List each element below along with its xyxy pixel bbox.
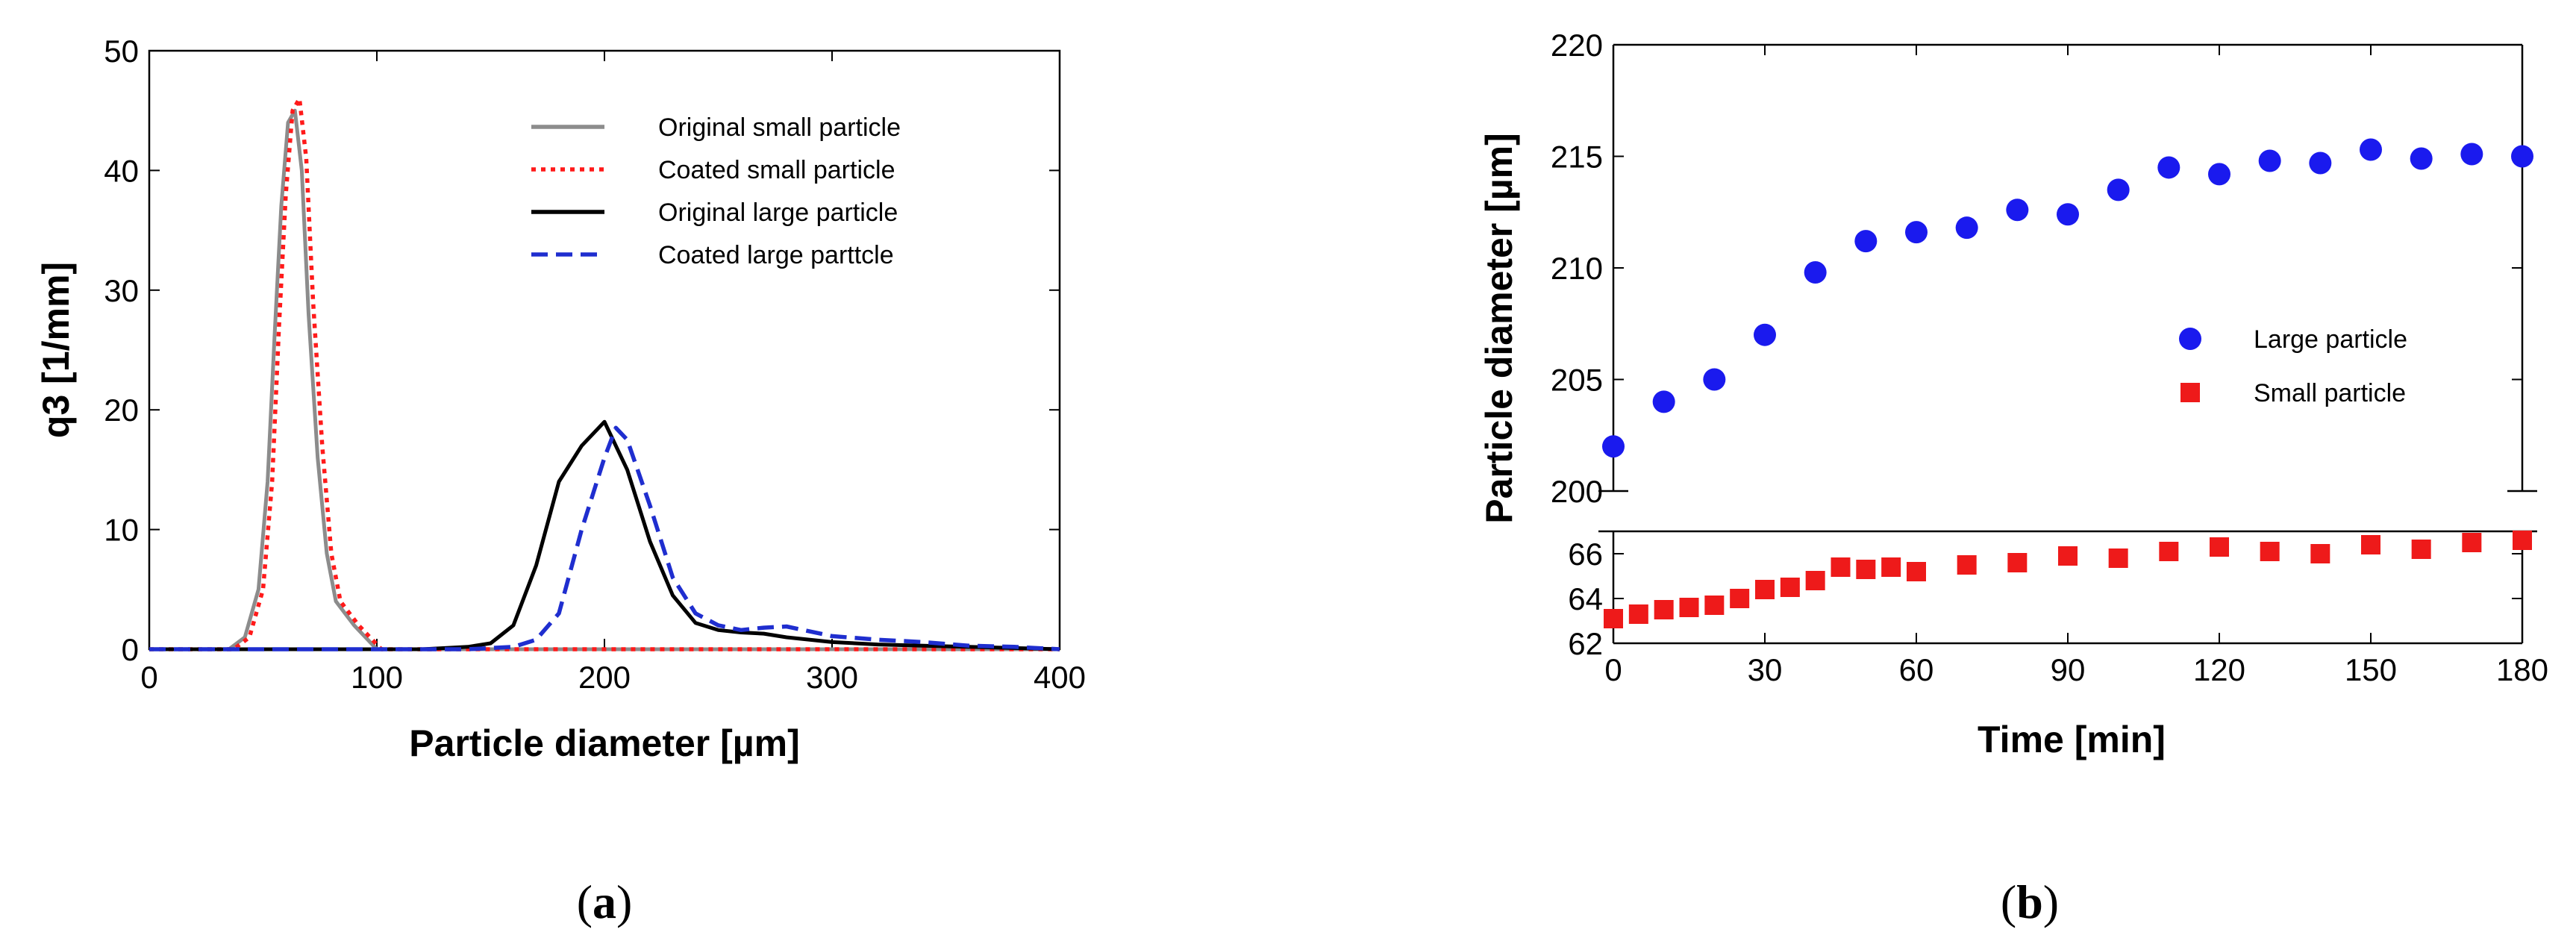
- chart-a-ytick-label: 0: [122, 632, 139, 667]
- chart-a-series-line-1: [149, 108, 1060, 651]
- chart-b-point-small: [2108, 548, 2128, 568]
- chart-b-xtick-label: 180: [2496, 652, 2548, 687]
- chart-a-xtick-label: 100: [351, 660, 403, 695]
- chart-b-point-small: [1654, 600, 1674, 619]
- chart-b-ytick-label-upper: 220: [1551, 28, 1603, 63]
- chart-b-point-small: [2513, 531, 2532, 550]
- chart-b-legend-label: Large particle: [2254, 325, 2407, 354]
- chart-b-point-small: [1856, 560, 1876, 579]
- chart-a-legend-label: Original large particle: [658, 199, 898, 227]
- chart-b-ytick-label-lower: 62: [1568, 626, 1603, 661]
- chart-b-ytick-label-upper: 210: [1551, 251, 1603, 286]
- chart-b-point-large: [1652, 390, 1675, 413]
- chart-b-ytick-label-upper: 200: [1551, 474, 1603, 509]
- chart-b-legend-marker: [2180, 383, 2200, 402]
- chart-b-xtick-label: 150: [2345, 652, 2397, 687]
- chart-a: 0 100 200 300 400 0 10 20 30 40 50 Original small …: [35, 34, 1086, 928]
- chart-a-series-line-2: [149, 96, 1060, 651]
- chart-b-point-large: [2157, 156, 2180, 179]
- chart-b-point-large: [1602, 435, 1625, 458]
- chart-b-xtick-label: 120: [2193, 652, 2245, 687]
- chart-b-point-small: [1704, 596, 1725, 615]
- chart-b-point-small: [2462, 533, 2482, 552]
- chart-b-point-small: [1907, 562, 1926, 581]
- chart-b-xtick-label: 30: [1748, 652, 1783, 687]
- chart-a-ytick-label: 30: [104, 273, 139, 308]
- chart-a-series-line-3: [149, 419, 1060, 651]
- chart-b-point-large: [2006, 199, 2029, 222]
- chart-b-point-large: [1955, 216, 1978, 240]
- chart-b-xtick-label: 60: [1899, 652, 1934, 687]
- chart-a-ytick-label: 10: [104, 513, 139, 548]
- chart-a-legend-label: Coated large parttcle: [658, 241, 894, 269]
- chart-b-xtick-label: 90: [2051, 652, 2086, 687]
- chart-b-point-small: [1730, 589, 1750, 608]
- chart-b-legend-label: Small particle: [2254, 379, 2406, 407]
- chart-b-point-large: [2258, 149, 2281, 172]
- chart-b-legend: Large particle Small particle: [2179, 325, 2407, 407]
- chart-b-point-large: [2511, 145, 2533, 168]
- chart-b-point-large: [2410, 147, 2433, 170]
- chart-b-point-small: [1604, 609, 1623, 628]
- chart-b-ytick-label-lower: 64: [1568, 581, 1603, 616]
- chart-b-ticks: 0 30 60 90 120 150 180 200 205 210 215 220 62 64 66: [1551, 28, 2548, 687]
- chart-b-point-small: [2361, 535, 2380, 554]
- chart-b-point-large: [2107, 178, 2130, 201]
- chart-b-ytick-label-upper: 205: [1551, 363, 1603, 398]
- chart-b-caption: (b): [2001, 875, 2059, 928]
- chart-a-ylabel: q3 [1/mm]: [35, 262, 77, 438]
- chart-b-xtick-label: 0: [1604, 652, 1622, 687]
- chart-b-point-small: [1957, 555, 1977, 575]
- chart-b-xlabel: Time [min]: [1978, 719, 2166, 760]
- chart-b-point-small: [2310, 544, 2330, 563]
- chart-a-xlabel: Particle diameter [µm]: [409, 722, 799, 764]
- chart-a-caption: (a): [577, 875, 633, 928]
- chart-b-point-small: [2210, 537, 2229, 557]
- chart-b-point-large: [2360, 138, 2382, 161]
- chart-b-point-small: [1628, 604, 1648, 624]
- chart-b-point-small: [1780, 578, 1800, 597]
- chart-b-ytick-label-lower: 66: [1568, 537, 1603, 572]
- chart-b-point-small: [2411, 540, 2431, 559]
- chart-a-ytick-label: 50: [104, 34, 139, 69]
- chart-b: 0 30 60 90 120 150 180 200 205 210 215 220 62 64 66 La…: [1478, 28, 2548, 928]
- chart-b-point-small: [1831, 557, 1851, 577]
- chart-a-xtick-label: 300: [806, 660, 858, 695]
- chart-b-point-small: [2159, 542, 2179, 561]
- chart-b-point-small: [1881, 557, 1901, 577]
- chart-b-point-large: [1703, 368, 1726, 391]
- chart-a-legend-label: Coated small particle: [658, 156, 895, 184]
- chart-b-point-large: [1754, 323, 1776, 346]
- chart-a-xtick-label: 400: [1034, 660, 1086, 695]
- chart-b-point-large: [1905, 221, 1928, 244]
- chart-b-ylabel: Particle diameter [µm]: [1478, 133, 1520, 523]
- chart-a-series: [149, 96, 1060, 651]
- chart-b-point-large: [1804, 260, 1827, 284]
- chart-b-point-large: [2309, 151, 2332, 175]
- chart-b-ytick-label-upper: 215: [1551, 140, 1603, 175]
- chart-b-point-small: [1679, 598, 1699, 617]
- chart-a-xtick-label: 0: [140, 660, 157, 695]
- chart-b-point-small: [1805, 571, 1825, 590]
- chart-b-point-large: [2057, 203, 2079, 226]
- chart-a-legend-label: Original small particle: [658, 113, 901, 142]
- chart-b-legend-marker: [2179, 328, 2201, 350]
- chart-a-legend: Original small particle Coated small part…: [531, 113, 901, 269]
- chart-b-point-large: [2208, 163, 2230, 186]
- chart-a-xtick-label: 200: [578, 660, 631, 695]
- chart-b-point-large: [1854, 230, 1878, 253]
- chart-b-point-small: [1755, 580, 1775, 599]
- chart-b-point-small: [2007, 553, 2028, 572]
- chart-b-point-small: [2058, 546, 2078, 566]
- chart-a-series-line-4: [149, 425, 1060, 651]
- chart-a-ytick-label: 40: [104, 153, 139, 188]
- chart-a-ytick-label: 20: [104, 393, 139, 428]
- chart-b-point-small: [2260, 542, 2280, 561]
- chart-b-series: [1602, 138, 2533, 628]
- chart-a-ticks: 0 100 200 300 400 0 10 20 30 40 50: [104, 34, 1086, 695]
- chart-b-point-large: [2460, 143, 2483, 166]
